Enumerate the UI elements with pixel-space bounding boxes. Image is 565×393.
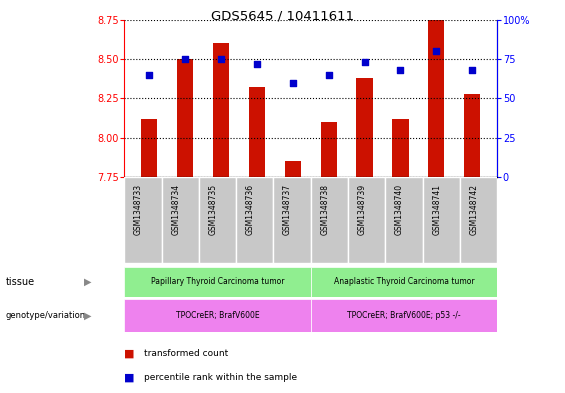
- Text: GSM1348738: GSM1348738: [320, 184, 329, 235]
- Bar: [124, 299, 311, 332]
- Text: percentile rank within the sample: percentile rank within the sample: [144, 373, 297, 382]
- Bar: [124, 177, 162, 263]
- Text: TPOCreER; BrafV600E; p53 -/-: TPOCreER; BrafV600E; p53 -/-: [347, 311, 461, 320]
- Text: TPOCreER; BrafV600E: TPOCreER; BrafV600E: [176, 311, 259, 320]
- Text: GSM1348737: GSM1348737: [283, 184, 292, 235]
- Text: GSM1348734: GSM1348734: [171, 184, 180, 235]
- Bar: [311, 177, 348, 263]
- Bar: [177, 59, 193, 177]
- Point: [145, 72, 154, 78]
- Bar: [249, 87, 265, 177]
- Bar: [423, 177, 460, 263]
- Text: transformed count: transformed count: [144, 349, 228, 358]
- Point: [468, 67, 477, 73]
- Bar: [464, 94, 480, 177]
- Text: GSM1348739: GSM1348739: [358, 184, 367, 235]
- Text: Anaplastic Thyroid Carcinoma tumor: Anaplastic Thyroid Carcinoma tumor: [334, 277, 474, 286]
- Bar: [162, 177, 199, 263]
- Bar: [460, 177, 497, 263]
- Bar: [141, 119, 158, 177]
- Text: GSM1348740: GSM1348740: [395, 184, 404, 235]
- Text: GSM1348736: GSM1348736: [246, 184, 255, 235]
- Text: GSM1348741: GSM1348741: [432, 184, 441, 235]
- Text: GSM1348733: GSM1348733: [134, 184, 143, 235]
- Text: genotype/variation: genotype/variation: [6, 311, 86, 320]
- Text: ■: ■: [124, 349, 138, 359]
- Bar: [320, 122, 337, 177]
- Bar: [311, 267, 497, 297]
- Bar: [285, 161, 301, 177]
- Bar: [124, 267, 311, 297]
- Point: [360, 59, 369, 65]
- Point: [396, 67, 405, 73]
- Point: [324, 72, 333, 78]
- Bar: [311, 299, 497, 332]
- Point: [432, 48, 441, 54]
- Text: ▶: ▶: [84, 310, 92, 320]
- Bar: [392, 119, 408, 177]
- Text: GDS5645 / 10411611: GDS5645 / 10411611: [211, 10, 354, 23]
- Text: Papillary Thyroid Carcinoma tumor: Papillary Thyroid Carcinoma tumor: [151, 277, 284, 286]
- Point: [216, 56, 225, 62]
- Bar: [357, 78, 373, 177]
- Bar: [199, 177, 236, 263]
- Bar: [348, 177, 385, 263]
- Bar: [428, 20, 445, 177]
- Bar: [213, 43, 229, 177]
- Point: [253, 61, 262, 67]
- Text: ▶: ▶: [84, 277, 92, 287]
- Point: [181, 56, 190, 62]
- Text: GSM1348735: GSM1348735: [208, 184, 218, 235]
- Bar: [385, 177, 423, 263]
- Bar: [236, 177, 273, 263]
- Bar: [273, 177, 311, 263]
- Text: tissue: tissue: [6, 277, 35, 287]
- Text: GSM1348742: GSM1348742: [470, 184, 479, 235]
- Text: ■: ■: [124, 372, 138, 382]
- Point: [288, 79, 297, 86]
